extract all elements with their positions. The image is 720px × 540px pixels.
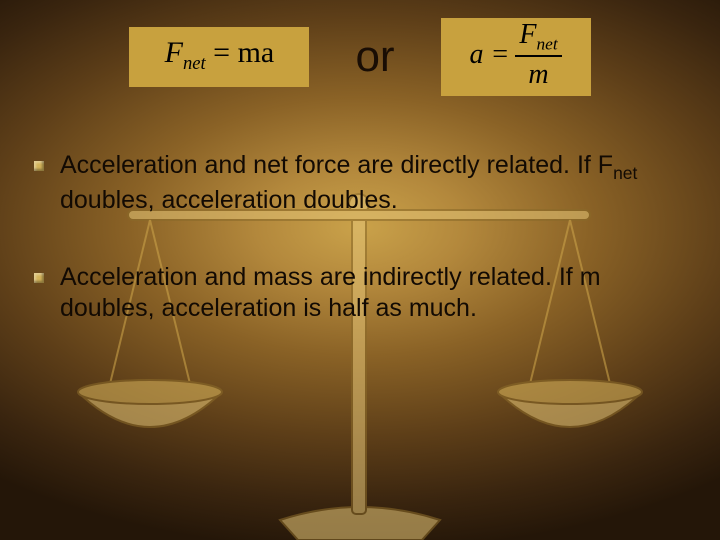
header-row: Fnet = ma or a = Fnet m — [0, 18, 720, 96]
bullet-text: Acceleration and net force are directly … — [60, 151, 637, 214]
equation-box-fnet-ma: Fnet = ma — [129, 27, 309, 87]
equation-box-a-fnet-over-m: a = Fnet m — [441, 18, 591, 96]
bullet-list: Acceleration and net force are directly … — [30, 150, 686, 374]
equation-fnet-ma: Fnet = ma — [165, 36, 275, 75]
bullet-text: Acceleration and mass are indirectly rel… — [60, 263, 601, 322]
list-item: Acceleration and net force are directly … — [30, 150, 686, 216]
or-label: or — [355, 32, 394, 82]
list-item: Acceleration and mass are indirectly rel… — [30, 262, 686, 328]
equation-a-fnet-over-m: a = Fnet m — [469, 21, 561, 89]
